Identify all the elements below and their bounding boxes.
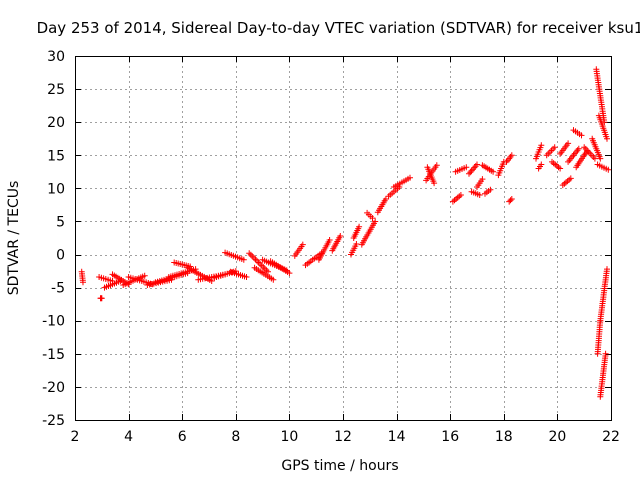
- grid-lines: [75, 56, 611, 420]
- data-point: [141, 272, 148, 279]
- data-point: [463, 164, 470, 171]
- data-point: [299, 241, 306, 248]
- data-point: [604, 266, 610, 273]
- x-tick-label: 8: [231, 429, 240, 445]
- axis-ticks: [75, 56, 612, 421]
- data-point: [479, 176, 486, 183]
- data-point: [551, 144, 558, 151]
- data-point: [433, 162, 440, 169]
- y-tick-label: -25: [42, 413, 65, 429]
- y-axis-label: SDTVAR / TECUs: [6, 181, 22, 296]
- data-point: [591, 155, 598, 162]
- data-point: [604, 135, 610, 142]
- x-tick-label: 6: [178, 429, 187, 445]
- x-tick-label: 12: [334, 429, 352, 445]
- x-tick-label: 4: [124, 429, 133, 445]
- data-point: [80, 279, 86, 286]
- data-point: [490, 168, 497, 175]
- data-point: [431, 180, 438, 187]
- data-point: [407, 174, 413, 181]
- data-points: [78, 66, 612, 400]
- data-point: [337, 233, 344, 239]
- y-tick-label: 30: [47, 49, 65, 65]
- data-point: [565, 140, 572, 147]
- y-tick-label: -5: [51, 281, 65, 297]
- x-tick-label: 20: [548, 429, 566, 445]
- data-point: [508, 196, 515, 202]
- y-tick-label: -10: [42, 314, 65, 330]
- x-tick-label: 10: [280, 429, 298, 445]
- data-point: [538, 161, 545, 168]
- y-tick-label: -15: [42, 347, 65, 363]
- x-tick-label: 18: [495, 429, 513, 445]
- data-point: [508, 152, 515, 159]
- data-point: [471, 164, 478, 171]
- data-point: [538, 142, 545, 149]
- data-point: [474, 161, 480, 168]
- data-point: [382, 196, 389, 202]
- data-point: [98, 295, 105, 302]
- data-point: [567, 175, 574, 182]
- y-tick-label: 15: [47, 148, 65, 164]
- data-point: [581, 144, 588, 151]
- y-tick-label: 0: [56, 248, 65, 264]
- data-point: [286, 270, 293, 277]
- x-tick-labels: 2 4 6 8 10 12 14 16 18 20 22: [71, 429, 620, 445]
- y-tick-label: 25: [47, 82, 65, 98]
- y-tick-label: -20: [42, 380, 65, 396]
- x-tick-label: 2: [71, 429, 80, 445]
- data-point: [487, 186, 494, 193]
- data-point: [605, 166, 612, 173]
- data-point: [575, 145, 582, 152]
- data-point: [470, 166, 476, 173]
- data-point: [597, 155, 604, 162]
- data-point: [243, 274, 250, 280]
- data-point: [557, 165, 564, 172]
- data-point: [372, 218, 379, 225]
- plot-frame: [75, 56, 612, 421]
- x-tick-label: 14: [388, 429, 406, 445]
- data-point: [356, 223, 363, 230]
- chart-title: Day 253 of 2014, Sidereal Day-to-day VTE…: [37, 19, 640, 37]
- y-tick-label: 5: [56, 214, 65, 230]
- data-point: [369, 215, 376, 222]
- data-point: [326, 237, 333, 243]
- data-point: [602, 350, 609, 357]
- data-point: [507, 197, 514, 204]
- y-tick-label: 10: [47, 181, 65, 197]
- data-point: [457, 192, 464, 198]
- y-tick-labels: -25 -20 -15 -10 -5 0 5 10 15 20 25 30: [42, 49, 65, 429]
- data-point: [240, 256, 247, 263]
- x-axis-label: GPS time / hours: [281, 458, 398, 474]
- data-point: [353, 241, 360, 247]
- y-tick-label: 20: [47, 115, 65, 131]
- data-point: [476, 192, 483, 198]
- x-tick-label: 22: [602, 429, 620, 445]
- data-point: [506, 198, 513, 205]
- data-point: [270, 276, 277, 283]
- x-tick-label: 16: [441, 429, 459, 445]
- data-point: [578, 132, 585, 139]
